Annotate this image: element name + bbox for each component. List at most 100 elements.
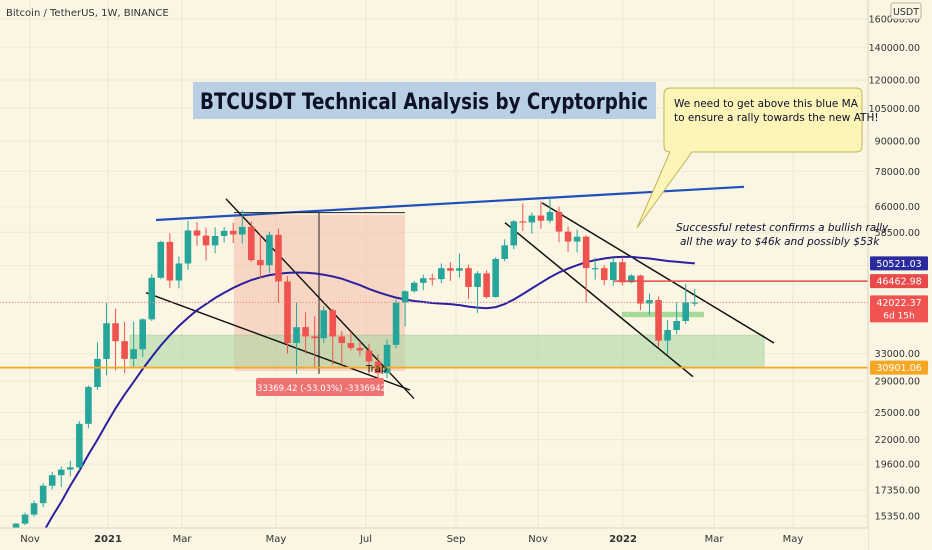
candle-up <box>474 273 481 287</box>
price-badge-label: 46462.98 <box>876 277 921 288</box>
candle-down <box>302 327 309 337</box>
price-tick-label: 78000.00 <box>875 167 920 178</box>
candle-up <box>456 268 463 271</box>
candle-up <box>67 467 74 470</box>
candle-up <box>94 358 101 387</box>
moving-average <box>29 255 695 550</box>
note-line-2: all the way to $46k and possibly $53k <box>680 236 880 248</box>
time-tick-label: Mar <box>173 534 193 545</box>
note-line-1: Successful retest confirms a bullish ral… <box>676 222 889 234</box>
candle-up <box>682 302 689 321</box>
title-banner-box <box>193 82 656 119</box>
price-tick-label: 58500.00 <box>875 228 920 239</box>
candle-down <box>619 262 626 283</box>
candle-up <box>664 329 671 341</box>
time-tick-label: May <box>266 534 287 545</box>
price-tick-label: 22000.00 <box>875 435 920 446</box>
price-badge-label: 50521.03 <box>876 259 921 270</box>
candle-up <box>130 349 137 359</box>
candle-up <box>510 221 518 246</box>
price-tick-label: 140000.00 <box>869 43 920 54</box>
candle-down <box>284 281 291 344</box>
trend-lines <box>145 185 775 400</box>
price-badge <box>870 295 928 323</box>
time-axis-panel[interactable] <box>0 528 868 550</box>
candle-up <box>30 503 38 515</box>
candle-down <box>447 268 454 271</box>
candle-up <box>320 310 327 339</box>
candle-up <box>266 234 273 266</box>
candle-down <box>429 278 436 280</box>
candle-up <box>85 386 92 424</box>
candle-up <box>48 475 56 486</box>
price-badge-sublabel: 6d 15h <box>883 311 914 321</box>
price-tick-label: 160000.00 <box>869 14 920 25</box>
price-badge-label: 42022.37 <box>876 298 921 309</box>
candle-down <box>202 235 210 246</box>
candle-up <box>148 277 156 320</box>
candle-down <box>329 310 337 337</box>
price-badges: 50521.03 46462.98 42022.37 6d 15h 30901.06 <box>870 256 928 375</box>
time-tick-label: Jul <box>359 534 372 545</box>
blue-ma-line <box>29 255 695 550</box>
candle-up <box>39 485 47 504</box>
candle-down <box>193 230 201 236</box>
candle-down <box>166 241 174 281</box>
trap-label: Trap <box>365 364 387 375</box>
candle-up <box>528 215 536 223</box>
retest-zone <box>622 311 704 318</box>
price-tick-label: 17350.00 <box>875 485 920 496</box>
price-badge <box>870 360 928 375</box>
price-badge <box>870 256 928 271</box>
candle-up <box>293 327 300 344</box>
candle-down <box>248 226 255 261</box>
price-tick-label: 19600.00 <box>875 460 920 471</box>
candle-down <box>257 260 264 266</box>
candle-up <box>573 236 581 242</box>
currency-badge[interactable] <box>890 2 922 20</box>
candle-down <box>365 350 373 362</box>
time-tick-label: Mar <box>705 534 725 545</box>
candle-up <box>591 268 599 270</box>
candle-up <box>691 302 699 304</box>
candle-up <box>673 320 680 330</box>
candle-up <box>392 302 400 345</box>
time-tick-label: May <box>783 534 804 545</box>
candle-down <box>465 268 472 287</box>
candle-down <box>275 234 282 282</box>
resistance-trendline <box>155 185 745 222</box>
candle-down <box>600 268 608 281</box>
candle-down <box>112 323 119 342</box>
candle-up <box>211 235 219 246</box>
candle-down <box>338 336 346 344</box>
time-axis-ticks: Nov 2021 Mar May Jul Sep Nov 2022 Mar May <box>20 534 803 545</box>
candle-up <box>57 469 65 476</box>
title-banner: BTCUSDT Technical Analysis by Cryptorphi… <box>193 82 656 119</box>
callout-line-1: We need to get above this blue MA <box>674 98 859 110</box>
candle-up <box>175 263 183 281</box>
wedge-upper-line <box>225 198 415 400</box>
analysis-title: BTCUSDT Technical Analysis by Cryptorphi… <box>200 89 648 115</box>
currency-label: USDT <box>893 7 919 18</box>
candle-down <box>555 211 563 232</box>
candle-up <box>410 282 418 292</box>
candle-up <box>501 245 508 259</box>
measure-label-text: -33369.42 (-53.03%) -3336942 <box>254 384 386 394</box>
candle-down <box>537 215 545 221</box>
channel-lower-line <box>504 222 694 378</box>
price-badge <box>870 274 928 289</box>
candle-up <box>419 278 427 283</box>
price-tick-label: 29000.00 <box>875 377 920 388</box>
callout-shape <box>636 87 863 229</box>
price-tick-label: 105000.00 <box>869 104 920 115</box>
candle-down <box>311 336 318 339</box>
candle-up <box>220 230 228 236</box>
candle-down <box>121 341 128 359</box>
candle-up <box>492 258 499 298</box>
price-tick-label: 33000.00 <box>875 349 920 360</box>
price-tick-label: 66000.00 <box>875 202 920 213</box>
candle-down <box>582 236 590 269</box>
price-tick-label: 90000.00 <box>875 136 920 147</box>
time-tick-label: 2021 <box>94 534 122 545</box>
